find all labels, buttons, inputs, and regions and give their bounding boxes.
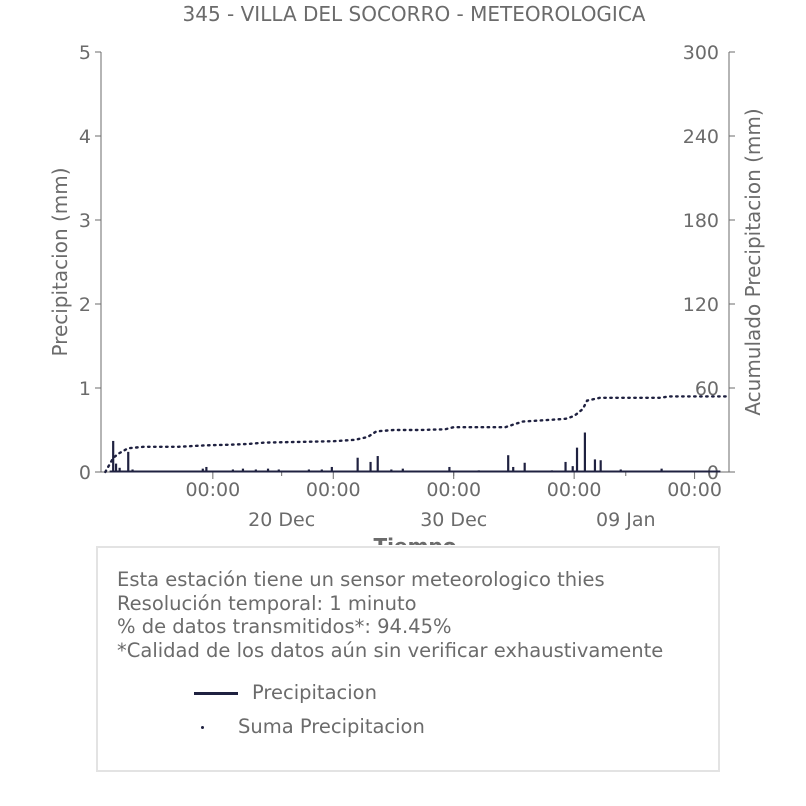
x-tick-label: 00:00 bbox=[185, 479, 240, 501]
y-right-tick-label: 120 bbox=[683, 294, 719, 316]
y-right-tick-label: 180 bbox=[683, 210, 719, 232]
y-axis-right-label: Acumulado Precipitacion (mm) bbox=[741, 108, 765, 415]
x-tick-label: 00:00 bbox=[667, 479, 722, 501]
y-tick-label: 5 bbox=[79, 42, 91, 64]
legend-swatch-dot bbox=[201, 726, 204, 729]
x-ticks: 00:00 00:00 00:00 00:00 00:00 20 Dec 30 Dec 09 … bbox=[185, 472, 722, 531]
cumulative-series bbox=[104, 395, 731, 474]
precipitation-chart: 345 - VILLA DEL SOCORRO - METEOROLOGICA … bbox=[48, 2, 765, 545]
x-tick-label: 00:00 bbox=[547, 479, 602, 501]
x-axis-label: Tiempo bbox=[374, 534, 457, 545]
y-axis-label: Precipitacion (mm) bbox=[48, 167, 72, 356]
legend-item-suma: Suma Precipitacion bbox=[238, 715, 425, 738]
y-tick-label: 2 bbox=[79, 294, 91, 316]
y-right-tick-label: 300 bbox=[683, 42, 719, 64]
y-tick-label: 4 bbox=[79, 126, 91, 148]
cumulative-line bbox=[104, 395, 731, 474]
info-line-sensor: Esta estación tiene un sensor meteorolog… bbox=[117, 568, 605, 591]
y-tick-label: 3 bbox=[79, 210, 91, 232]
x-date-label: 09 Jan bbox=[596, 509, 656, 531]
x-tick-label: 00:00 bbox=[426, 479, 481, 501]
x-date-label: 30 Dec bbox=[420, 509, 487, 531]
y-right-tick-label: 60 bbox=[695, 378, 719, 400]
chart-axes bbox=[100, 52, 730, 473]
info-line-resolution: Resolución temporal: 1 minuto bbox=[117, 591, 417, 615]
station-info: Esta estación tiene un sensor meteorolog… bbox=[117, 568, 663, 662]
precipitation-series bbox=[109, 432, 721, 473]
info-line-quality: *Calidad de los datos aún sin verificar … bbox=[117, 638, 664, 662]
x-tick-label: 00:00 bbox=[306, 479, 361, 501]
legend-swatch-line bbox=[194, 692, 238, 695]
right-ticks: 0 60 120 180 240 300 bbox=[683, 42, 735, 484]
info-box: Esta estación tiene un sensor meteorolog… bbox=[96, 546, 720, 772]
y-right-tick-label: 240 bbox=[683, 126, 719, 148]
y-tick-label: 0 bbox=[79, 462, 91, 484]
legend: Precipitacion Suma Precipitacion bbox=[98, 548, 718, 770]
x-date-label: 20 Dec bbox=[248, 509, 315, 531]
y-tick-label: 1 bbox=[79, 378, 91, 400]
chart-title: 345 - VILLA DEL SOCORRO - METEOROLOGICA bbox=[183, 2, 646, 26]
info-line-transmitted: % de datos transmitidos*: 94.45% bbox=[117, 615, 452, 638]
left-ticks: 0 1 2 3 4 5 bbox=[79, 42, 101, 484]
legend-item-precipitacion: Precipitacion bbox=[252, 681, 377, 704]
y-right-tick-label: 0 bbox=[707, 462, 719, 484]
